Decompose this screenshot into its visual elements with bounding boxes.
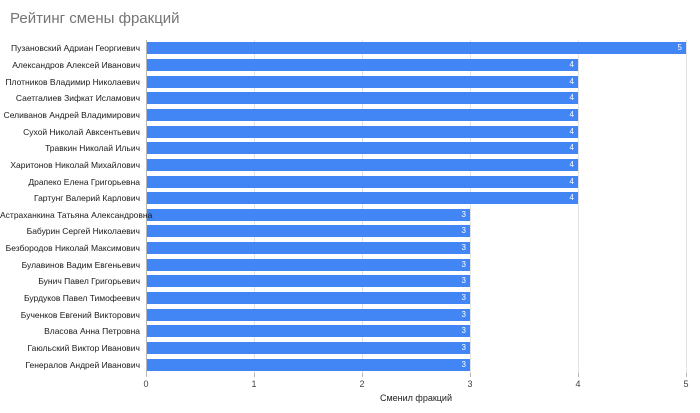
category-label: Александров Алексей Иванович	[12, 60, 140, 70]
x-gridline	[362, 40, 363, 373]
bar[interactable]: 3	[147, 259, 470, 271]
category-label: Гаюльский Виктор Иванович	[27, 343, 140, 353]
bar[interactable]: 4	[147, 192, 578, 204]
category-label: Бурдуков Павел Тимофеевич	[23, 293, 140, 303]
bar-value-label: 4	[569, 77, 574, 86]
bar-value-label: 3	[461, 210, 466, 219]
category-label: Сухой Николай Авксентьевич	[23, 127, 140, 137]
category-label: Плотников Владимир Николаевич	[5, 77, 140, 87]
x-axis-tick-label: 3	[467, 379, 473, 389]
bar-value-label: 4	[569, 177, 574, 186]
category-label: Травкин Николай Ильич	[45, 143, 140, 153]
category-label: Бабурин Сергей Николаевич	[26, 226, 140, 236]
bar-value-label: 4	[569, 60, 574, 69]
x-axis-tickmark	[146, 373, 147, 377]
bar-value-label: 4	[569, 160, 574, 169]
bar-value-label: 4	[569, 110, 574, 119]
x-axis-tick-label: 5	[683, 379, 689, 389]
category-label: Бунич Павел Григорьевич	[38, 276, 140, 286]
bar[interactable]: 4	[147, 142, 578, 154]
bar-value-label: 4	[569, 143, 574, 152]
bar[interactable]: 4	[147, 59, 578, 71]
bar-value-label: 4	[569, 193, 574, 202]
category-label: Власова Анна Петровна	[44, 326, 140, 336]
bar-value-label: 3	[461, 243, 466, 252]
bar[interactable]: 4	[147, 159, 578, 171]
category-label: Селиванов Андрей Владимирович	[3, 110, 140, 120]
bar[interactable]: 3	[147, 325, 470, 337]
category-label: Драпеко Елена Григорьевна	[28, 177, 140, 187]
bar-value-label: 5	[677, 43, 682, 52]
bar-value-label: 3	[461, 276, 466, 285]
bar[interactable]: 4	[147, 126, 578, 138]
bar-value-label: 3	[461, 260, 466, 269]
x-axis-tick-label: 0	[143, 379, 149, 389]
bar[interactable]: 3	[147, 342, 470, 354]
bar[interactable]: 4	[147, 76, 578, 88]
x-axis-tickmark	[578, 373, 579, 377]
category-label: Безбородов Николай Максимович	[5, 243, 140, 253]
bar[interactable]: 4	[147, 176, 578, 188]
bar-value-label: 3	[461, 310, 466, 319]
category-label: Астраханкина Татьяна Александровна	[0, 210, 153, 220]
category-label: Пузановский Адриан Георгиевич	[10, 43, 140, 53]
x-axis-tick-label: 1	[251, 379, 257, 389]
bar-value-label: 3	[461, 293, 466, 302]
y-axis-baseline	[146, 40, 147, 373]
category-label: Булавинов Вадим Евгеньевич	[21, 260, 140, 270]
bar[interactable]: 3	[147, 209, 470, 221]
category-label: Харитонов Николай Михайлович	[10, 160, 140, 170]
category-label: Саетгалиев Зифкат Исламович	[15, 93, 140, 103]
bar[interactable]: 4	[147, 92, 578, 104]
bar[interactable]: 3	[147, 292, 470, 304]
bar-value-label: 4	[569, 127, 574, 136]
x-gridline	[470, 40, 471, 373]
x-axis-tickmark	[254, 373, 255, 377]
plot-area: 5 4 4 4 4 4 4 4 4 4 3 3 3 3 3 3 3 3 3 3	[146, 40, 687, 373]
x-axis-tickmark	[470, 373, 471, 377]
bar-value-label: 3	[461, 360, 466, 369]
bar-value-label: 4	[569, 93, 574, 102]
x-axis-tick-label: 4	[575, 379, 581, 389]
bar-value-label: 3	[461, 326, 466, 335]
x-gridline	[254, 40, 255, 373]
bar-value-label: 3	[461, 343, 466, 352]
x-gridline	[578, 40, 579, 373]
bar-value-label: 3	[461, 226, 466, 235]
category-label: Бученков Евгений Викторович	[20, 310, 140, 320]
bar[interactable]: 5	[147, 42, 686, 54]
x-axis-title: Сменил фракций	[379, 393, 452, 403]
x-axis-tickmark	[686, 373, 687, 377]
bar[interactable]: 3	[147, 242, 470, 254]
x-axis-tick-label: 2	[359, 379, 365, 389]
bar[interactable]: 3	[147, 359, 470, 371]
category-label: Генералов Андрей Иванович	[25, 360, 140, 370]
bar[interactable]: 3	[147, 309, 470, 321]
x-gridline	[686, 40, 687, 373]
bar[interactable]: 3	[147, 275, 470, 287]
category-label: Гартунг Валерий Карлович	[33, 193, 140, 203]
bar[interactable]: 3	[147, 225, 470, 237]
chart-title: Рейтинг смены фракций	[10, 10, 180, 27]
bar[interactable]: 4	[147, 109, 578, 121]
x-axis-tickmark	[362, 373, 363, 377]
